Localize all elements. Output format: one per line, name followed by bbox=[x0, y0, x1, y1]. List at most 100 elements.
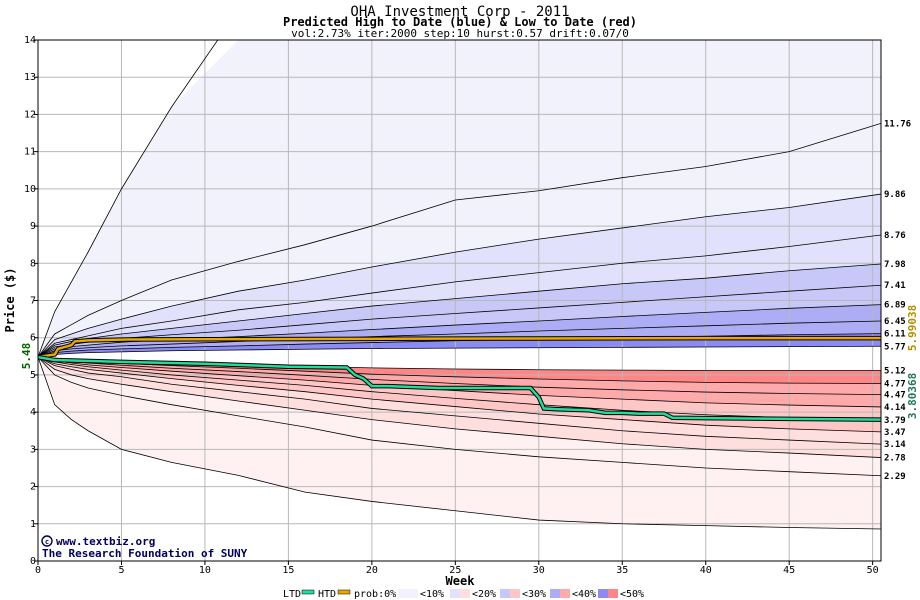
low-contour-50% bbox=[38, 356, 881, 421]
credit-org: The Research Foundation of SUNY bbox=[42, 547, 248, 560]
high-contour-30% bbox=[38, 234, 881, 358]
right-label: 4.77 bbox=[884, 379, 906, 389]
low-band-7 bbox=[38, 357, 881, 395]
low-contour-30% bbox=[38, 356, 881, 445]
x-tick-label: 0 bbox=[35, 565, 41, 576]
y-tick-label: 9 bbox=[30, 221, 36, 232]
credits: c www.textbiz.org The Research Foundatio… bbox=[41, 535, 248, 560]
x-tick-label: 25 bbox=[449, 565, 461, 576]
y-tick-label: 13 bbox=[24, 72, 36, 83]
chart-params: vol:2.73% iter:2000 step:10 hurst:0.57 d… bbox=[291, 27, 629, 40]
chart-title: OHA Investment Corp - 2011 bbox=[350, 4, 569, 20]
y-tick-label: 11 bbox=[24, 147, 36, 158]
legend-swatch-20-blue bbox=[500, 589, 510, 598]
y-tick-label: 7 bbox=[30, 296, 36, 307]
high-band-0 bbox=[38, 40, 881, 358]
legend-swatch-30-red bbox=[560, 589, 570, 598]
right-label: 2.29 bbox=[884, 472, 906, 482]
legend-htd-label: HTD bbox=[318, 589, 336, 600]
high-contour-20% bbox=[38, 193, 881, 358]
right-label: 5.77 bbox=[884, 342, 906, 352]
y-tick-label: 14 bbox=[24, 35, 36, 46]
legend-swatch-30-blue bbox=[550, 589, 560, 598]
right-label: 5.12 bbox=[884, 366, 906, 376]
low-band-1 bbox=[38, 357, 881, 476]
x-axis-ticks: 0 5 10 15 20 25 30 35 40 45 50 bbox=[35, 561, 879, 576]
y-tick-label: 8 bbox=[30, 258, 36, 269]
right-label: 7.98 bbox=[884, 260, 906, 270]
htd-line bbox=[38, 336, 881, 359]
y-tick-label: 5 bbox=[30, 370, 36, 381]
high-contour-90% bbox=[38, 345, 881, 358]
x-tick-label: 35 bbox=[616, 565, 628, 576]
high-contour-50% bbox=[38, 284, 881, 358]
high-band-4 bbox=[38, 264, 881, 358]
series-lines bbox=[38, 335, 881, 422]
legend: LTD HTD prob:0% <10% <20% <30% <40% <50% bbox=[283, 589, 644, 600]
legend-swatch-40-blue bbox=[598, 589, 608, 598]
legend-htd-swatch bbox=[337, 589, 351, 595]
ltd-line bbox=[38, 355, 881, 421]
x-tick-label: 20 bbox=[366, 565, 378, 576]
x-tick-label: 50 bbox=[867, 565, 879, 576]
legend-swatch-10-blue bbox=[450, 589, 460, 598]
grid bbox=[38, 39, 881, 561]
x-tick-label: 15 bbox=[282, 565, 294, 576]
start-price-label: 5.48 bbox=[20, 343, 33, 370]
legend-ltd-swatch bbox=[301, 589, 315, 595]
legend-swatch-20-red bbox=[510, 589, 520, 598]
legend-swatch-40-red bbox=[608, 589, 618, 598]
low-band-2 bbox=[38, 357, 881, 458]
low-band-8 bbox=[38, 357, 881, 384]
low-contour-0% bbox=[38, 356, 881, 530]
y-tick-label: 1 bbox=[30, 519, 36, 530]
legend-swatch-0 bbox=[398, 589, 418, 598]
htd-value-label: 5.99038 bbox=[906, 305, 919, 351]
copyright-icon bbox=[41, 535, 53, 547]
high-contour-0% bbox=[38, 40, 219, 358]
low-contour-40% bbox=[38, 356, 881, 433]
right-label: 4.14 bbox=[884, 403, 906, 413]
high-contour-60% bbox=[38, 304, 881, 358]
legend-ltd-label: LTD bbox=[283, 589, 301, 600]
right-label: 7.41 bbox=[884, 281, 906, 291]
x-tick-label: 5 bbox=[118, 565, 124, 576]
x-tick-label: 30 bbox=[533, 565, 545, 576]
right-label: 8.76 bbox=[884, 231, 906, 241]
y-tick-label: 10 bbox=[24, 184, 36, 195]
right-label: 3.79 bbox=[884, 416, 906, 426]
right-label: 6.45 bbox=[884, 317, 906, 327]
low-contour-60% bbox=[38, 356, 881, 408]
high-band-1 bbox=[38, 123, 881, 358]
high-band-5 bbox=[38, 285, 881, 358]
x-axis-label: Week bbox=[446, 574, 476, 588]
legend-level-50: <50% bbox=[620, 589, 644, 600]
low-band-6 bbox=[38, 357, 881, 407]
high-contour-10% bbox=[38, 122, 881, 358]
high-band-6 bbox=[38, 304, 881, 358]
low-contour-10% bbox=[38, 356, 881, 477]
y-tick-label: 6 bbox=[30, 333, 36, 344]
ltd-value-label: 3.80368 bbox=[906, 373, 919, 419]
low-band-3 bbox=[38, 357, 881, 445]
legend-swatch-10-red bbox=[460, 589, 470, 598]
legend-prob-label: prob:0% bbox=[354, 589, 396, 600]
right-label: 3.47 bbox=[884, 428, 906, 438]
right-percentile-labels: 11.76 9.86 8.76 7.98 7.41 6.89 6.45 6.11 5.77 5.1… bbox=[884, 119, 911, 481]
right-label: 6.89 bbox=[884, 301, 906, 311]
legend-level-30: <30% bbox=[522, 589, 546, 600]
y-tick-label: 0 bbox=[30, 556, 36, 567]
legend-level-20: <20% bbox=[472, 589, 496, 600]
y-tick-label: 2 bbox=[30, 482, 36, 493]
low-contour-20% bbox=[38, 356, 881, 458]
low-band-0 bbox=[38, 357, 881, 529]
low-band-5 bbox=[38, 357, 881, 420]
right-label: 11.76 bbox=[884, 119, 911, 129]
right-label: 9.86 bbox=[884, 190, 906, 200]
right-label: 6.11 bbox=[884, 330, 906, 340]
y-tick-label: 4 bbox=[30, 407, 36, 418]
y-tick-label: 12 bbox=[24, 109, 36, 120]
x-tick-label: 45 bbox=[783, 565, 795, 576]
